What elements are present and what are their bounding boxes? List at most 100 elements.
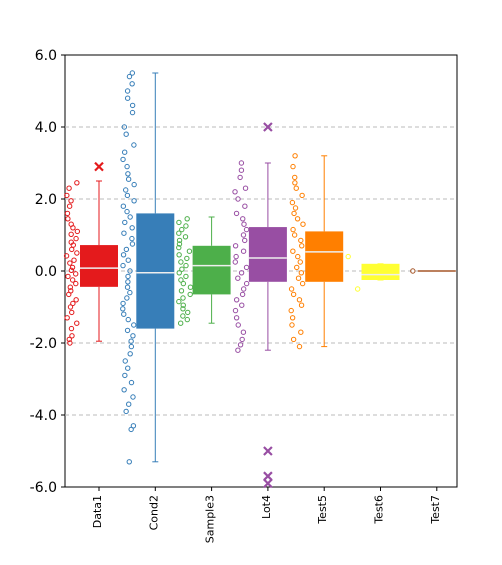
data-point [64,315,70,321]
data-point [295,275,302,281]
data-point [292,205,299,211]
data-point [239,302,245,308]
data-point [130,333,136,339]
data-point [290,163,296,170]
data-point [179,226,185,233]
data-point [292,153,298,159]
data-point [120,252,127,258]
data-point [122,219,128,226]
data-point [125,273,131,280]
data-point [68,267,75,273]
data-point [235,196,241,202]
data-point [123,408,129,415]
data-point [294,264,300,271]
data-point [128,338,134,344]
y-tick-label: 2.0 [35,192,57,208]
data-point [238,167,245,173]
data-point [410,268,416,274]
box [248,227,287,282]
data-point [296,343,303,350]
data-point [176,241,183,247]
data-point [176,237,183,244]
data-point [183,223,189,229]
y-tick-label: 4.0 [35,120,57,136]
outlier [94,161,104,172]
data-point [232,243,239,249]
data-point [122,372,128,379]
data-point [120,156,126,163]
data-point [125,316,131,323]
data-point [125,279,131,285]
data-point [127,268,133,274]
data-point [70,300,76,307]
data-point [240,286,247,292]
data-point [289,315,296,321]
y-tick-label: -4.0 [30,408,57,424]
data-point [183,273,189,280]
data-point [69,277,76,283]
outlier [263,478,273,489]
data-point [290,248,296,254]
data-point [120,300,126,307]
data-point [180,302,186,308]
data-point [66,336,72,343]
data-point [68,198,74,204]
data-point [180,295,186,301]
data-point [176,244,182,251]
data-point [131,142,137,148]
data-point [184,255,190,262]
x-tick-label: Lot4 [260,495,273,519]
data-point [129,241,136,247]
data-point [67,284,73,290]
data-point [65,216,71,222]
data-point [124,163,130,170]
data-point [239,291,246,298]
data-point [73,235,79,242]
data-point [241,221,247,227]
data-point [242,237,248,244]
data-point [66,185,72,191]
data-point [176,219,182,226]
data-point [180,306,186,312]
data-point [73,297,79,303]
data-point [121,311,127,317]
data-point [298,270,305,276]
x-tick-label: Data1 [91,495,104,528]
data-point [129,109,136,116]
data-point [235,322,241,328]
data-point [129,81,135,87]
data-point [176,230,182,236]
data-point [187,291,193,298]
data-point [67,304,74,310]
data-point [125,171,131,177]
data-point [68,231,74,237]
data-point [64,192,70,199]
y-tick-label: 6.0 [35,48,57,64]
data-point [130,394,136,400]
data-point [70,225,76,231]
data-point [243,280,250,287]
data-point [237,174,243,181]
data-point [120,306,126,312]
data-point [129,70,136,76]
data-point [124,327,131,334]
data-point [121,387,127,393]
data-point [178,277,184,283]
data-point [238,160,245,166]
data-point [127,214,133,220]
data-point [124,88,131,94]
x-tick-label: Sample3 [204,495,217,543]
data-point [293,185,299,191]
data-point [295,253,301,260]
data-point [240,216,246,222]
data-point [123,131,129,137]
data-point [290,291,297,298]
data-point [235,347,241,353]
data-point [232,307,239,314]
data-point [121,149,128,155]
data-point [180,280,187,287]
data-point [73,280,79,287]
data-point [131,181,137,188]
box [192,245,231,295]
